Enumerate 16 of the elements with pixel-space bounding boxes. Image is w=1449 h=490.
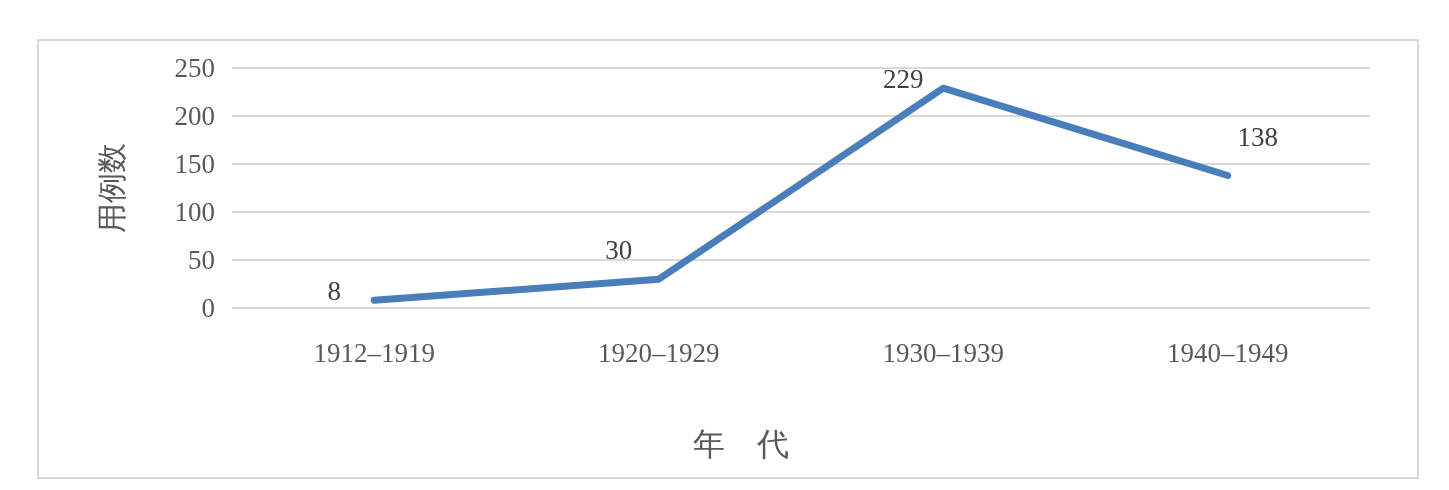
- x-tick-label: 1920–1929: [598, 338, 720, 368]
- y-tick-label: 100: [174, 197, 215, 227]
- data-label: 30: [605, 235, 633, 266]
- x-tick-label: 1930–1939: [882, 338, 1004, 368]
- y-tick-label: 250: [174, 53, 215, 83]
- y-tick-label: 200: [174, 101, 215, 131]
- data-label: 138: [1237, 121, 1278, 152]
- y-tick-label: 50: [188, 245, 215, 275]
- x-tick-label: 1912–1919: [313, 338, 435, 368]
- y-axis-title: 用例数: [95, 143, 128, 233]
- y-tick-label: 0: [201, 293, 215, 323]
- x-tick-label: 1940–1949: [1167, 338, 1289, 368]
- y-tick-label: 150: [174, 149, 215, 179]
- data-label: 8: [327, 276, 341, 307]
- data-label: 229: [883, 64, 924, 95]
- x-axis-title: 年 代: [693, 426, 789, 462]
